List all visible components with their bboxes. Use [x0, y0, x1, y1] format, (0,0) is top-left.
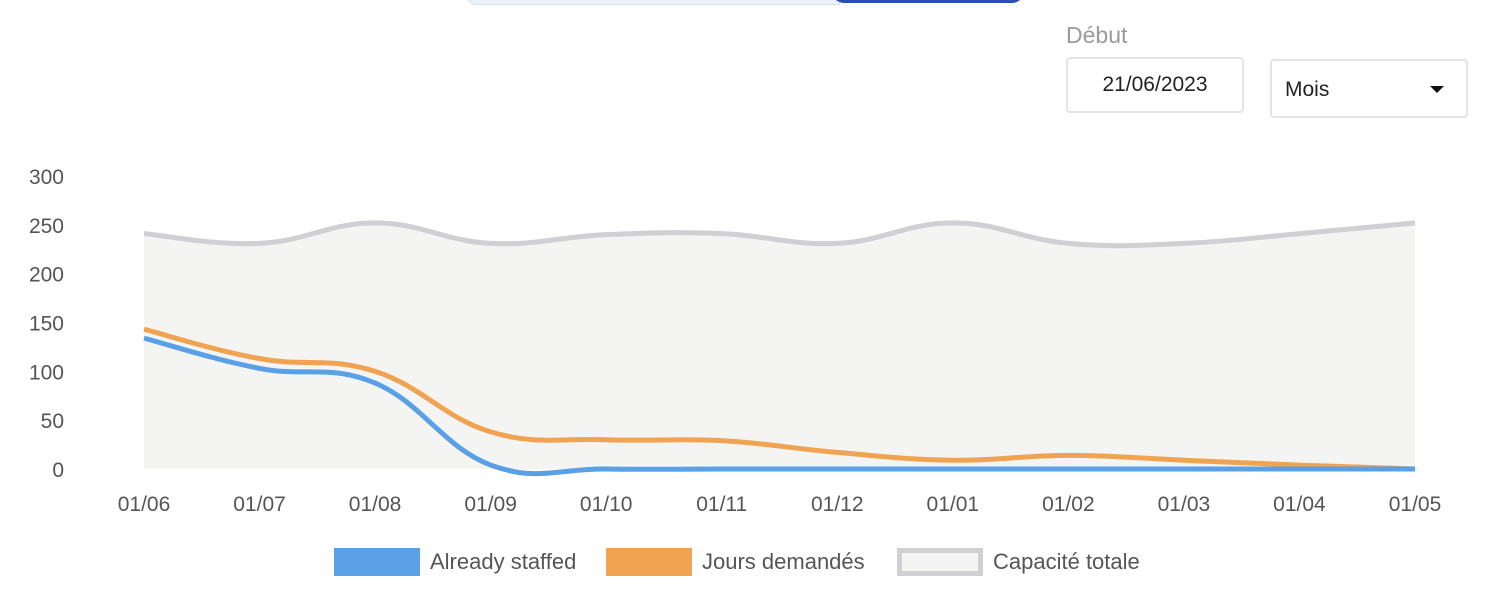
- legend-label-capacite-totale: Capacité totale: [993, 549, 1140, 574]
- line-chart: 300 250 200 150 100 50 0 01/06 01/07 01/08 01/09 01…: [29, 166, 1442, 516]
- legend-label-jours-demandes: Jours demandés: [702, 549, 865, 574]
- start-date-label: Début: [1066, 22, 1128, 48]
- y-tick-label: 50: [41, 410, 64, 433]
- series-line-capacite-totale: [143, 220, 1416, 249]
- chart-legend: Already staffed Jours demandés Capacité …: [0, 546, 1488, 578]
- x-tick-label: 01/03: [1158, 493, 1211, 516]
- x-tick-label: 01/12: [811, 493, 864, 516]
- x-tick-label: 01/05: [1389, 493, 1442, 516]
- x-tick-label: 01/01: [927, 493, 980, 516]
- y-tick-label: 250: [29, 215, 64, 238]
- capacite-area: [144, 222, 1415, 469]
- legend-swatch-jours-demandes: [606, 548, 692, 576]
- series-line-jours-demandes: [143, 326, 1416, 472]
- period-select[interactable]: Mois: [1270, 59, 1468, 118]
- start-date-group: Début: [1066, 20, 1244, 113]
- series-line-already-staffed: [143, 335, 1415, 477]
- x-tick-label: 01/07: [233, 493, 286, 516]
- view-toggle-option-active[interactable]: [832, 0, 1024, 3]
- view-toggle: [466, 0, 1026, 5]
- y-tick-label: 300: [29, 166, 64, 189]
- x-tick-label: 01/11: [696, 493, 747, 516]
- caret-down-icon: [1430, 86, 1444, 93]
- x-tick-label: 01/10: [580, 493, 633, 516]
- y-tick-label: 150: [29, 313, 64, 336]
- x-tick-label: 01/02: [1042, 493, 1095, 516]
- x-tick-label: 01/06: [118, 493, 171, 516]
- period-select-value: Mois: [1285, 78, 1330, 101]
- y-tick-label: 200: [29, 264, 64, 287]
- x-tick-label: 01/09: [464, 493, 517, 516]
- start-date-input[interactable]: [1066, 57, 1244, 113]
- y-tick-label: 0: [52, 459, 64, 482]
- legend-swatch-capacite-totale: [897, 548, 983, 576]
- legend-swatch-already-staffed: [334, 548, 420, 576]
- x-tick-label: 01/04: [1273, 493, 1326, 516]
- view-toggle-option-inactive[interactable]: [466, 0, 840, 5]
- x-tick-label: 01/08: [349, 493, 402, 516]
- legend-label-already-staffed: Already staffed: [430, 549, 577, 574]
- y-tick-label: 100: [29, 361, 64, 384]
